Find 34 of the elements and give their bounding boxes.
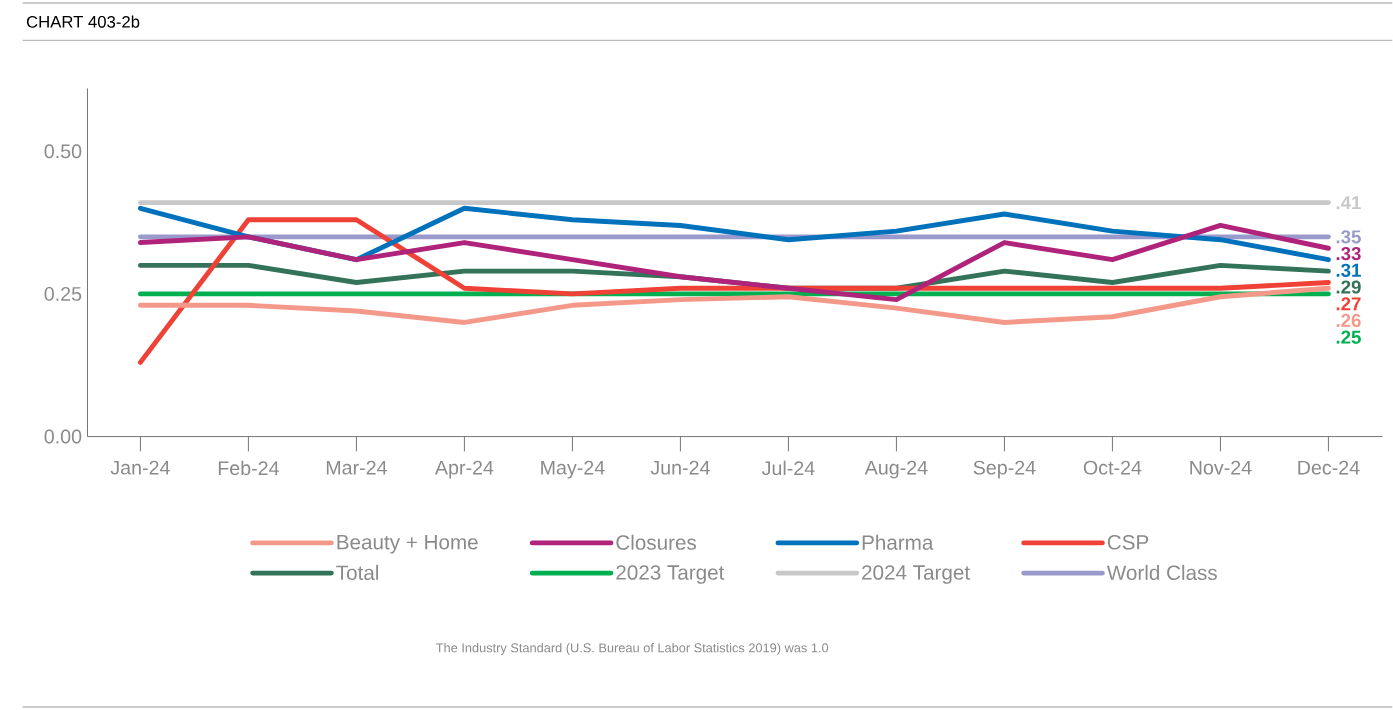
data-label: .25 bbox=[1336, 330, 1361, 344]
legend-label: 2024 Target bbox=[862, 565, 970, 584]
x-tick-label: May-24 bbox=[541, 460, 605, 479]
x-tick-label: Jul-24 bbox=[761, 460, 815, 476]
x-tick-label: Jan-24 bbox=[110, 460, 170, 475]
x-tick-label: Sep-24 bbox=[973, 460, 1036, 479]
data-label: .27 bbox=[1336, 297, 1361, 311]
legend-label: Pharma bbox=[862, 534, 934, 550]
y-tick-label: 0.50 bbox=[44, 144, 82, 159]
x-tick-label: Feb-24 bbox=[218, 460, 279, 476]
x-tick-label: Oct-24 bbox=[1083, 460, 1142, 475]
line-series bbox=[137, 223, 1331, 303]
data-label: .26 bbox=[1336, 313, 1361, 328]
x-tick-label: Nov-24 bbox=[1190, 460, 1252, 475]
data-label: .35 bbox=[1336, 230, 1361, 244]
data-label: .33 bbox=[1336, 246, 1361, 261]
data-label: .29 bbox=[1336, 280, 1361, 294]
text: The Industry Standard (U.S. Bureau of Labor Statistics 2019) was 1.0 bbox=[436, 643, 829, 655]
y-tick-label: 0.00 bbox=[44, 429, 82, 444]
line-series bbox=[137, 285, 1331, 325]
y-tick-label: 0.25 bbox=[44, 287, 82, 301]
x-tick-label: Apr-24 bbox=[434, 460, 494, 479]
legend-label: 2023 Target bbox=[616, 565, 725, 584]
x-tick-label: Dec-24 bbox=[1298, 460, 1360, 475]
legend-label: Beauty + Home bbox=[337, 535, 478, 554]
chart-title: CHART 403-2b bbox=[26, 15, 140, 28]
legend-label: Closures bbox=[616, 534, 697, 550]
x-tick-label: Mar-24 bbox=[326, 460, 387, 475]
x-tick-label: Jun-24 bbox=[650, 460, 710, 475]
legend-label: World Class bbox=[1106, 564, 1217, 581]
legend-label: CSP bbox=[1107, 534, 1149, 550]
legend-label: Total bbox=[336, 564, 379, 581]
x-tick-label: Aug-24 bbox=[864, 460, 928, 479]
data-label: .31 bbox=[1336, 263, 1361, 277]
